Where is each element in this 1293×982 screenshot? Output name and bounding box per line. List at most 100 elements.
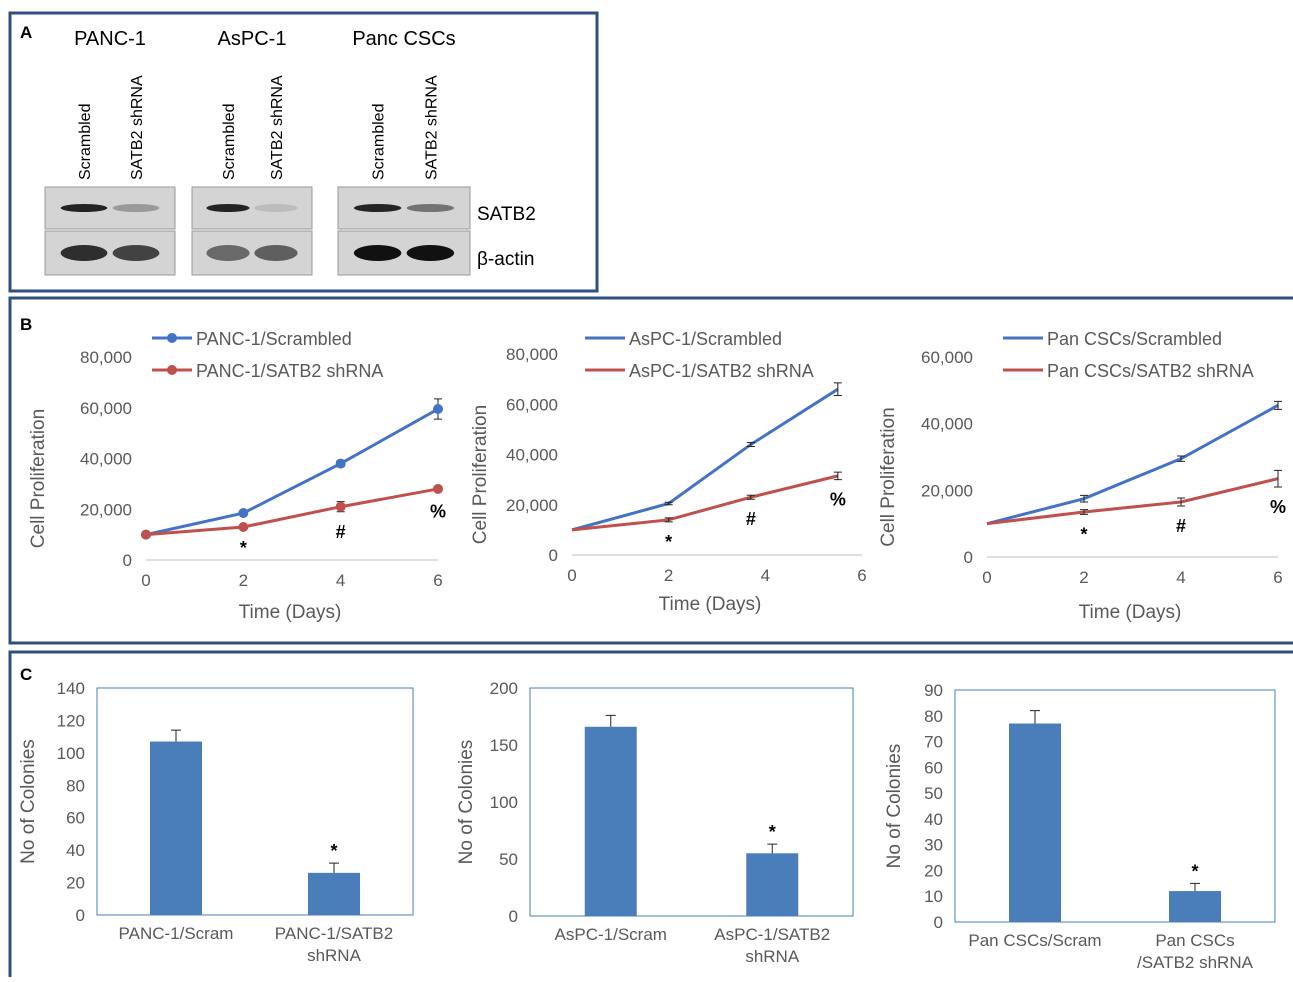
- series-line: [571, 474, 839, 532]
- error-bar: [664, 517, 673, 523]
- annotation: %: [1270, 497, 1286, 517]
- band: [60, 204, 108, 212]
- error-bar: [605, 714, 616, 727]
- lane-label: Scrambled: [371, 104, 388, 180]
- y-tick-label: 140: [57, 679, 85, 698]
- y-tick-label: 20: [924, 861, 943, 880]
- x-axis-label: Time (Days): [659, 594, 762, 615]
- error-bar: [767, 843, 778, 854]
- lane-label: SATB2 shRNA: [423, 75, 440, 180]
- marker: [433, 404, 443, 415]
- error-bar: [1274, 400, 1282, 410]
- annotation: *: [1191, 861, 1198, 881]
- legend-label: PANC-1/SATB2 shRNA: [196, 361, 383, 381]
- y-tick-label: 0: [934, 913, 943, 932]
- y-tick-label: 60: [924, 758, 943, 777]
- group-title: PANC-1: [74, 28, 146, 50]
- series-line: [145, 487, 439, 537]
- y-tick-label: 60,000: [506, 395, 558, 414]
- legend-label: AsPC-1/SATB2 shRNA: [629, 361, 814, 381]
- y-tick-label: 200: [490, 679, 518, 698]
- y-tick-label: 100: [490, 793, 518, 812]
- error-bar: [1177, 497, 1185, 507]
- error-bar: [1274, 469, 1282, 488]
- error-bar: [746, 494, 755, 500]
- group-title: Panc CSCs: [352, 28, 455, 50]
- lane-label: Scrambled: [77, 104, 94, 180]
- plot-area: [96, 687, 414, 916]
- marker: [335, 458, 346, 469]
- series-line: [571, 387, 839, 532]
- y-tick-label: 60,000: [80, 399, 132, 418]
- annotation: *: [665, 532, 672, 552]
- y-axis-label: Cell Proliferation: [470, 405, 491, 544]
- bar: [1169, 891, 1221, 922]
- y-tick-label: 40: [924, 810, 943, 829]
- y-tick-label: 100: [57, 744, 85, 763]
- x-tick-label: 4: [761, 566, 770, 585]
- legend-marker: [167, 365, 177, 375]
- marker: [141, 529, 151, 540]
- band: [254, 245, 298, 261]
- band: [353, 204, 402, 212]
- marker: [238, 508, 249, 519]
- annotation: %: [430, 501, 446, 521]
- band: [206, 245, 250, 261]
- y-tick-label: 40,000: [921, 415, 973, 434]
- y-tick-label: 150: [490, 736, 518, 755]
- error-bar: [1190, 882, 1200, 892]
- annotation: %: [830, 490, 846, 510]
- panel-label: C: [20, 665, 32, 684]
- x-tick-label: Pan CSCs/Scram: [968, 931, 1101, 950]
- y-tick-label: 20,000: [506, 496, 558, 515]
- series-line: [145, 407, 439, 537]
- error-bar: [833, 382, 842, 396]
- band: [406, 245, 455, 261]
- y-axis-label: No of Colonies: [884, 744, 905, 869]
- lane-label: SATB2 shRNA: [129, 75, 146, 180]
- y-tick-label: 40,000: [80, 450, 132, 469]
- y-tick-label: 0: [76, 906, 85, 925]
- band: [112, 204, 160, 212]
- y-tick-label: 50: [924, 784, 943, 803]
- x-tick-label: PANC-1/Scram: [119, 924, 234, 943]
- y-tick-label: 0: [123, 551, 132, 570]
- annotation: #: [1176, 516, 1186, 536]
- error-bar: [329, 862, 339, 873]
- band: [60, 245, 108, 261]
- row-label: β-actin: [477, 249, 534, 270]
- x-axis-label: Time (Days): [239, 602, 342, 623]
- marker: [433, 483, 443, 494]
- band: [112, 245, 160, 261]
- y-tick-label: 0: [549, 546, 558, 565]
- band: [254, 204, 298, 212]
- band: [353, 245, 402, 261]
- x-tick-label: 0: [982, 568, 991, 587]
- x-tick-label: 4: [1176, 568, 1185, 587]
- x-tick-label: 6: [433, 571, 442, 590]
- panel-label: B: [20, 315, 32, 334]
- y-tick-label: 50: [499, 850, 518, 869]
- x-tick-label: 0: [567, 566, 576, 585]
- bar: [1009, 723, 1061, 922]
- band: [406, 204, 455, 212]
- legend-marker: [167, 333, 177, 343]
- plot-area: [529, 687, 854, 917]
- x-tick-label: AsPC-1/Scram: [555, 925, 667, 944]
- panel-a-frame: [8, 11, 599, 293]
- error-bar: [1080, 494, 1088, 503]
- panel-b-frame: [8, 296, 1293, 645]
- y-tick-label: 0: [509, 907, 518, 926]
- x-tick-label: PANC-1/SATB2 shRNA: [275, 924, 393, 965]
- x-tick-label: 6: [1273, 568, 1282, 587]
- y-tick-label: 20: [66, 874, 85, 893]
- error-bar: [1080, 509, 1088, 515]
- bar: [150, 741, 202, 915]
- y-tick-label: 120: [57, 711, 85, 730]
- bar: [746, 853, 799, 916]
- x-tick-label: 6: [857, 566, 866, 585]
- y-tick-label: 40,000: [506, 446, 558, 465]
- y-axis-label: No of Colonies: [18, 739, 39, 864]
- marker: [335, 501, 346, 512]
